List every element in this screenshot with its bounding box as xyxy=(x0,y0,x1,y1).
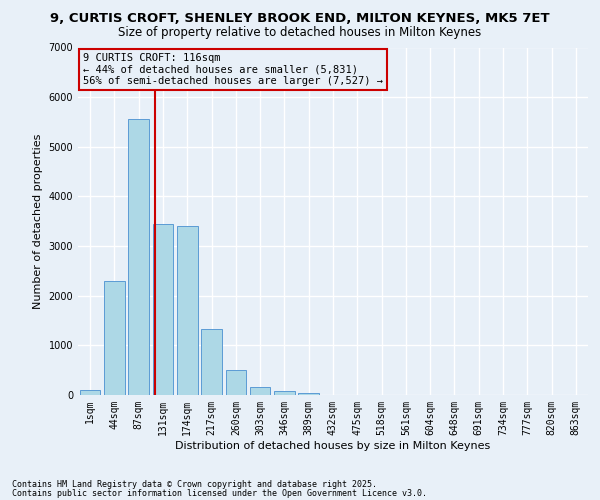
Y-axis label: Number of detached properties: Number of detached properties xyxy=(33,134,43,309)
Bar xyxy=(177,226,197,395)
Bar xyxy=(152,224,173,395)
Bar xyxy=(250,386,271,395)
Bar xyxy=(274,392,295,395)
Bar xyxy=(80,390,100,395)
Bar xyxy=(128,120,149,395)
Text: 9 CURTIS CROFT: 116sqm
← 44% of detached houses are smaller (5,831)
56% of semi-: 9 CURTIS CROFT: 116sqm ← 44% of detached… xyxy=(83,52,383,86)
X-axis label: Distribution of detached houses by size in Milton Keynes: Distribution of detached houses by size … xyxy=(175,440,491,450)
Bar xyxy=(201,329,222,395)
Bar xyxy=(226,370,246,395)
Text: 9, CURTIS CROFT, SHENLEY BROOK END, MILTON KEYNES, MK5 7ET: 9, CURTIS CROFT, SHENLEY BROOK END, MILT… xyxy=(50,12,550,24)
Bar xyxy=(104,281,125,395)
Text: Contains HM Land Registry data © Crown copyright and database right 2025.: Contains HM Land Registry data © Crown c… xyxy=(12,480,377,489)
Bar xyxy=(298,392,319,395)
Text: Contains public sector information licensed under the Open Government Licence v3: Contains public sector information licen… xyxy=(12,488,427,498)
Text: Size of property relative to detached houses in Milton Keynes: Size of property relative to detached ho… xyxy=(118,26,482,39)
